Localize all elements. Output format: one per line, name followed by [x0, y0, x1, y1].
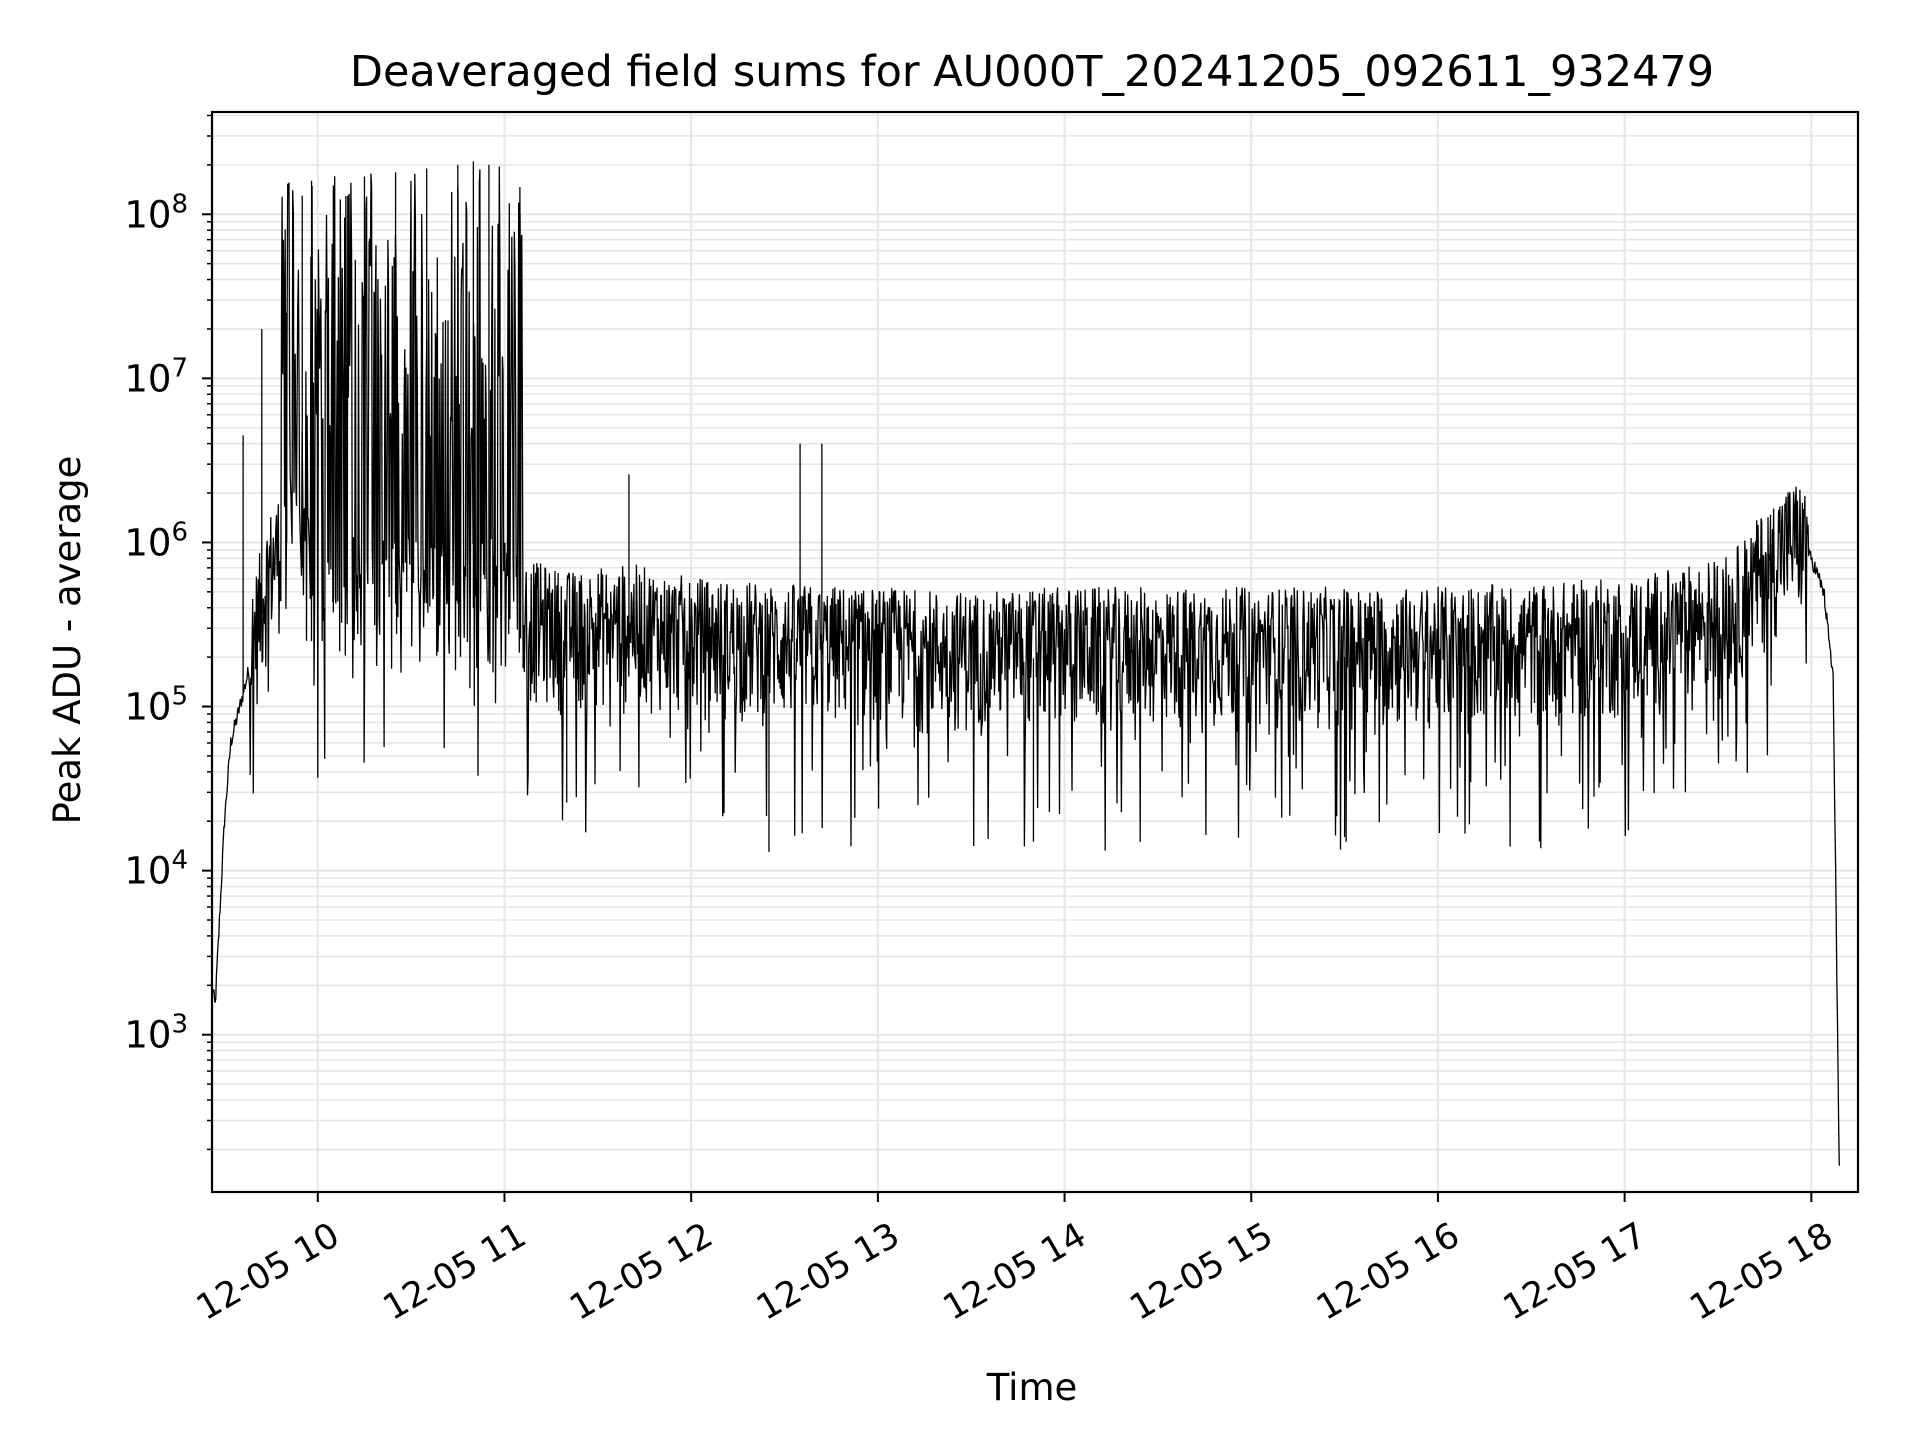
x-axis-label: Time	[986, 1366, 1078, 1409]
y-axis-label: Peak ADU - average	[46, 456, 89, 825]
plot-area	[211, 161, 1840, 1166]
y-tick-label: 104	[124, 846, 188, 893]
y-tick-label: 105	[124, 682, 188, 729]
y-tick-label: 108	[124, 189, 188, 236]
series-line	[211, 166, 1840, 1166]
y-tick-label: 103	[124, 1010, 188, 1057]
y-tick-label: 107	[124, 353, 188, 400]
y-axis: 103 104 105 106 107 108	[124, 114, 212, 1151]
plot-frame	[210, 110, 1860, 1194]
chart-title: Deaveraged field sums for AU000T_2024120…	[350, 47, 1714, 97]
y-tick-label: 106	[124, 517, 188, 564]
